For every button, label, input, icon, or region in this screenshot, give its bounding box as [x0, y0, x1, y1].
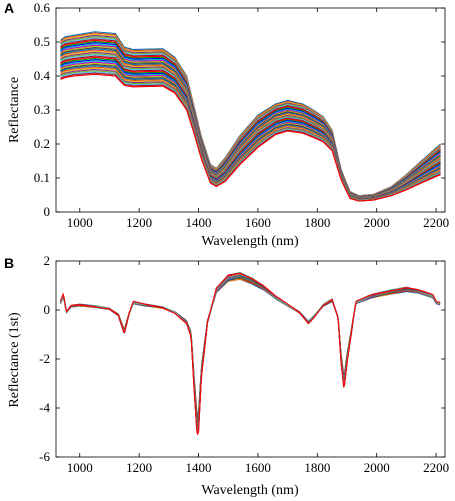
panel-b-x-tick-label: 1400 [186, 460, 212, 475]
panel-b-series-line [60, 272, 441, 436]
panel-b-chart: B 1000 1200 1400 1600 1800 2000 2200 -6-4-202 … [4, 253, 449, 498]
panel-b-series-line [60, 275, 441, 425]
panel-b-series-line [60, 274, 441, 429]
panel-b-series-line [60, 277, 441, 419]
panel-b-series-line [60, 276, 441, 422]
panel-b-x-ticks: 1000 1200 1400 1600 1800 2000 2200 [67, 261, 449, 475]
panel-b-series-line [60, 274, 441, 430]
panel-a-series [60, 31, 441, 202]
panel-b-x-tick-label: 2000 [364, 460, 390, 475]
panel-b-series-line [60, 276, 441, 423]
panel-a-x-tick-label: 1200 [126, 215, 152, 230]
panel-a-x-tick-label: 1800 [304, 215, 330, 230]
panel-b-y-tick-label: 0 [44, 302, 51, 317]
panel-a-x-tick-label: 1600 [245, 215, 271, 230]
panel-b-series-line [60, 275, 441, 426]
panel-b-series-line [60, 274, 441, 428]
panel-a-x-tick-label: 1400 [186, 215, 212, 230]
panel-b-series-line [60, 277, 441, 420]
panel-b-series-line [60, 273, 441, 433]
panel-a-y-tick-label: 0.5 [34, 34, 50, 49]
panel-b-series-line [60, 277, 441, 419]
panel-a-y-tick-label: 0.4 [34, 68, 51, 83]
panel-a-y-label: Reflectance [7, 77, 22, 143]
panel-b-series-line [60, 278, 441, 415]
panel-a-x-tick-label: 2200 [423, 215, 449, 230]
panel-b-series-line [60, 275, 441, 424]
panel-b-series-line [60, 273, 441, 432]
panel-b-y-tick-label: -6 [39, 449, 50, 464]
panel-b-series-line [60, 275, 441, 426]
panel-b-series-line [60, 276, 441, 421]
panel-b-series-line [60, 277, 441, 419]
panel-b-series-line [60, 275, 441, 427]
panel-b-letter: B [4, 255, 14, 271]
panel-b-series-line [60, 277, 441, 419]
panel-b-y-tick-label: 2 [44, 253, 51, 268]
panel-b-x-tick-label: 1000 [67, 460, 93, 475]
panel-a-x-label: Wavelength (nm) [201, 234, 299, 249]
panel-b-y-tick-label: -2 [39, 351, 50, 366]
panel-b-y-label: Reflectance (1st) [7, 312, 22, 408]
panel-b-series-line [60, 274, 441, 428]
panel-b-series-line [60, 274, 441, 427]
panel-b-x-tick-label: 1200 [126, 460, 152, 475]
panel-b-x-tick-label: 1600 [245, 460, 271, 475]
panel-b-series-line [60, 273, 441, 432]
panel-a-letter: A [4, 0, 14, 16]
panel-b-series-line [60, 272, 441, 436]
panel-b-series-line [60, 273, 441, 430]
panel-a-y-ticks: 0 0.1 0.2 0.3 0.4 0.5 0.6 [34, 0, 445, 219]
panel-a-y-tick-label: 0.6 [34, 0, 51, 15]
panel-a-y-tick-label: 0.1 [34, 170, 50, 185]
panel-b-series [60, 272, 441, 436]
panel-a-y-tick-label: 0.3 [34, 102, 50, 117]
panel-b-x-tick-label: 1800 [304, 460, 330, 475]
panel-a-y-tick-label: 0 [44, 204, 51, 219]
panel-b-series-line [60, 273, 441, 432]
panel-b-series-line [60, 276, 441, 424]
panel-a-series-line [60, 73, 441, 202]
panel-b-series-line [60, 278, 441, 416]
panel-b-series-line [60, 278, 441, 416]
panel-a-x-ticks: 1000 1200 1400 1600 1800 2000 2200 [67, 8, 449, 230]
panel-b-series-line [60, 272, 441, 435]
panel-b-series-line [60, 277, 441, 417]
panel-a-x-tick-label: 2000 [364, 215, 390, 230]
panel-b-series-line [60, 276, 441, 423]
panel-b-series-line [60, 272, 441, 436]
panel-a-y-tick-label: 0.2 [34, 136, 50, 151]
panel-b-y-ticks: -6 -4 -2 0 2 [39, 253, 445, 464]
panel-b-y-tick-label: -4 [39, 400, 50, 415]
panel-b-series-line [60, 276, 441, 422]
panel-a-chart: A 1000 1200 1400 1600 1800 2000 2200 0 0.1 0.2 0.… [4, 0, 449, 249]
panel-b-series-line [60, 272, 441, 434]
panel-b-x-label: Wavelength (nm) [201, 483, 299, 498]
panel-b-x-tick-label: 2200 [423, 460, 449, 475]
panel-b-series-line [60, 273, 441, 431]
panel-a-x-tick-label: 1000 [67, 215, 93, 230]
